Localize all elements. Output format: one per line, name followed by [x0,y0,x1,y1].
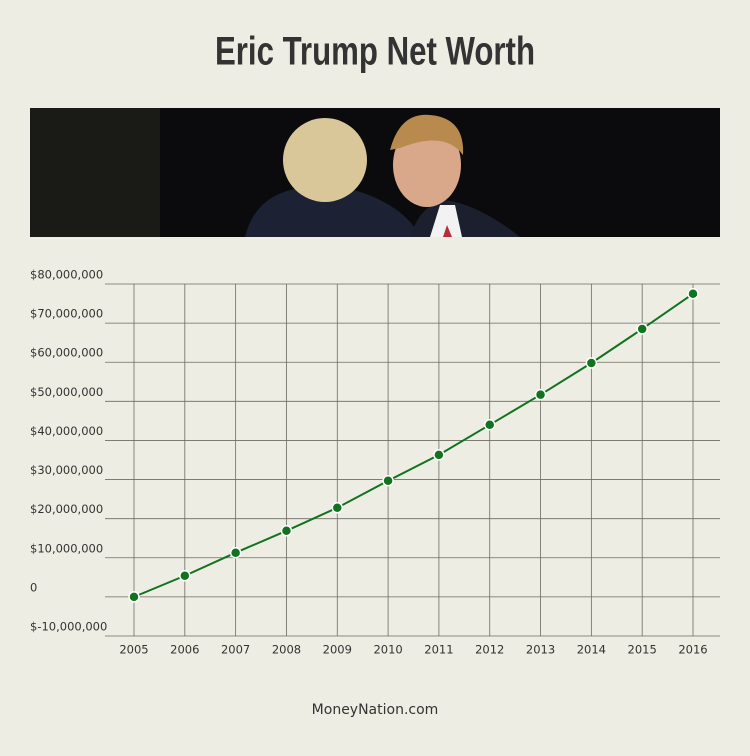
x-tick-label: 2012 [475,643,504,657]
x-tick-label: 2013 [526,643,555,657]
x-tick-label: 2010 [373,643,402,657]
y-tick-label: $60,000,000 [30,346,103,360]
x-tick-label: 2005 [119,643,148,657]
y-tick-label: $-10,000,000 [30,620,107,634]
x-tick-label: 2008 [272,643,301,657]
data-point [433,449,445,461]
y-tick-label: $30,000,000 [30,463,103,477]
data-point [636,323,648,335]
series-line [133,292,694,598]
data-point [382,474,394,487]
x-tick-label: 2014 [577,643,606,657]
data-point [179,570,191,582]
y-tick-label: 0 [30,580,37,594]
y-tick-label: $40,000,000 [30,424,103,438]
data-point [534,388,547,401]
data-point [128,591,140,603]
x-tick-label: 2015 [628,643,657,657]
plot-area: $-10,000,000 0 $10,000,000 $20,000,000 $30,0… [30,268,720,657]
x-tick-label: 2009 [323,643,352,657]
data-point [331,501,344,514]
y-tick-label: $70,000,000 [30,307,103,321]
data-point [687,288,699,300]
chart-title: Eric Trump Net Worth [215,29,535,74]
photo [30,108,720,237]
data-point [229,546,242,559]
y-tick-label: $50,000,000 [30,385,103,399]
x-tick-label: 2006 [170,643,199,657]
data-point [585,357,598,369]
x-tick-label: 2011 [424,643,453,657]
x-tick-label: 2007 [221,643,250,657]
x-tick-label: 2016 [678,643,707,657]
data-point [483,419,496,431]
y-tick-label: $20,000,000 [30,502,103,516]
footer-source: MoneyNation.com [312,702,439,718]
y-tick-label: $80,000,000 [30,268,103,282]
y-tick-label: $10,000,000 [30,541,103,555]
data-point [280,525,293,537]
